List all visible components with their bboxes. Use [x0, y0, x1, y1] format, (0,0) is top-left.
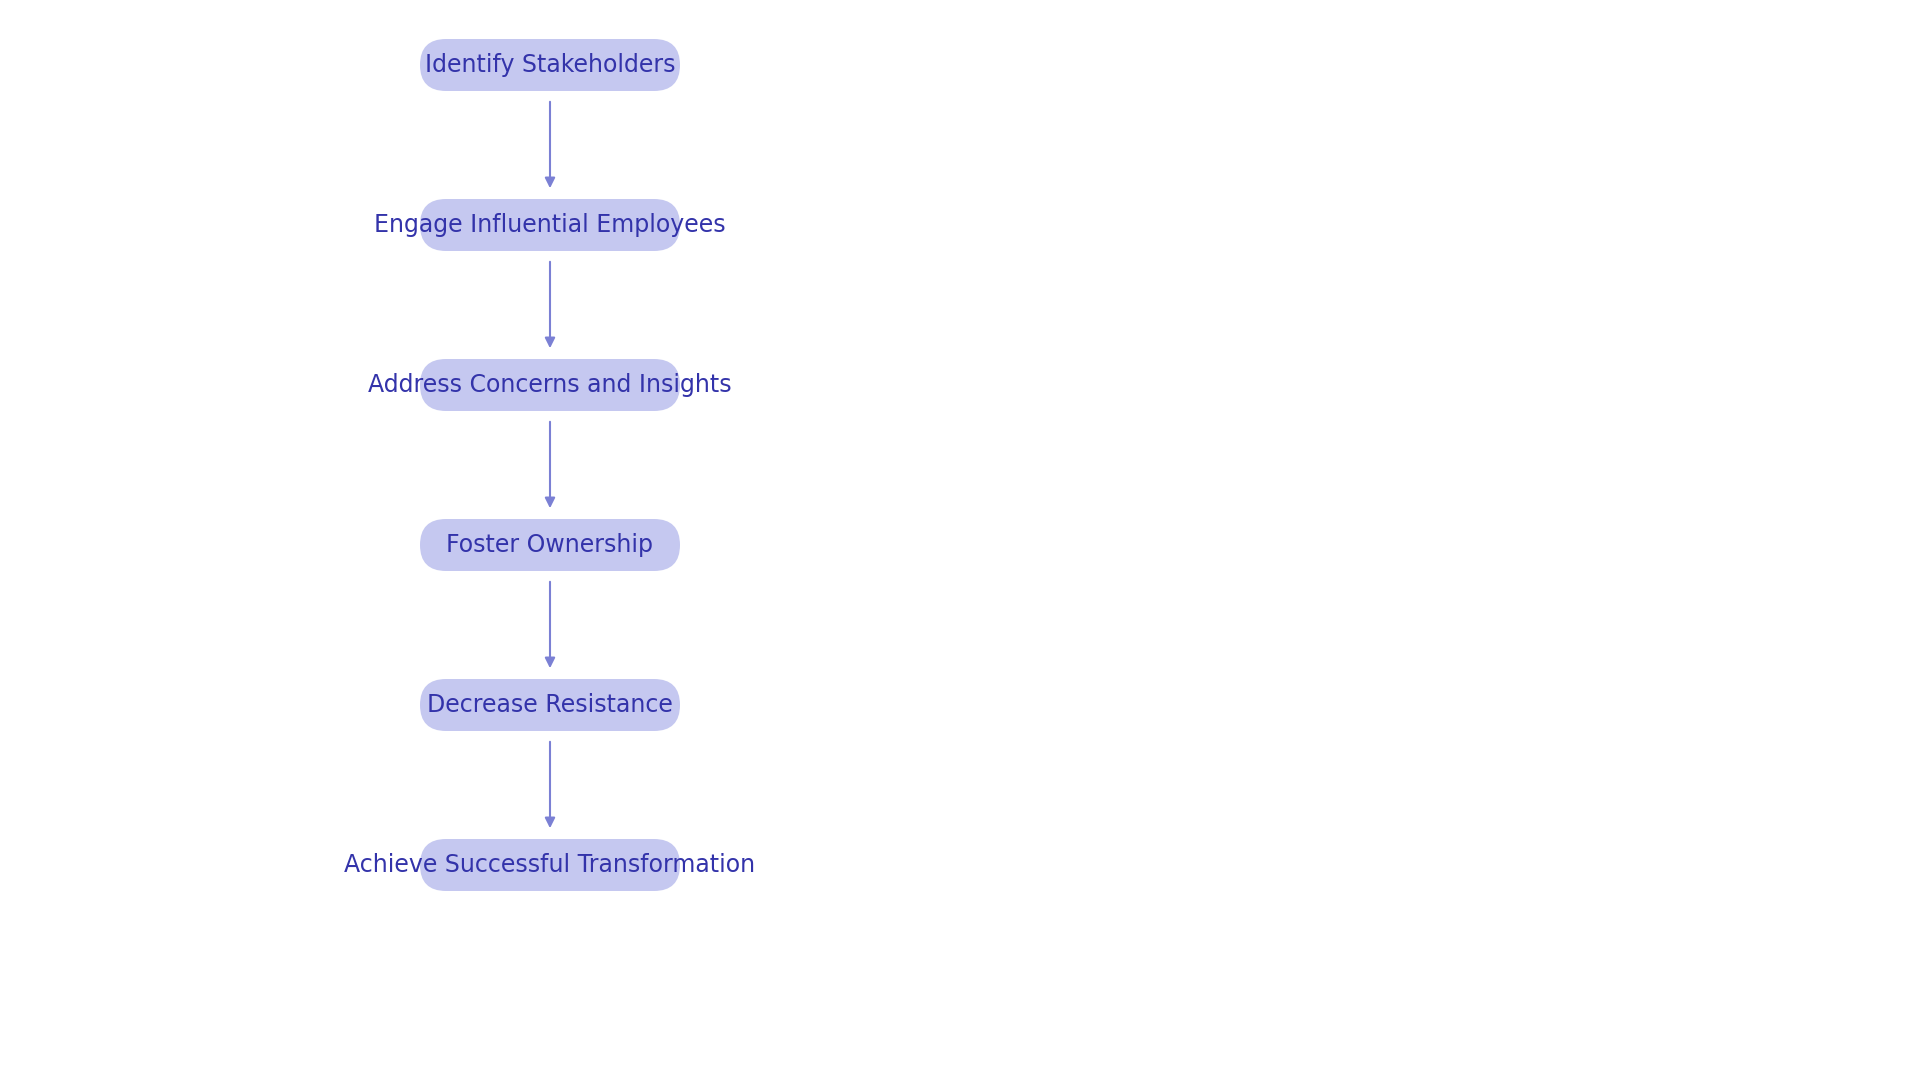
Text: Decrease Resistance: Decrease Resistance [426, 693, 672, 717]
Text: Foster Ownership: Foster Ownership [447, 533, 653, 557]
FancyBboxPatch shape [420, 839, 680, 891]
Text: Achieve Successful Transformation: Achieve Successful Transformation [344, 853, 756, 877]
FancyBboxPatch shape [420, 358, 680, 412]
FancyBboxPatch shape [420, 679, 680, 731]
FancyBboxPatch shape [420, 199, 680, 251]
Text: Address Concerns and Insights: Address Concerns and Insights [369, 373, 732, 397]
FancyBboxPatch shape [420, 519, 680, 571]
Text: Identify Stakeholders: Identify Stakeholders [424, 53, 676, 77]
Text: Engage Influential Employees: Engage Influential Employees [374, 213, 726, 237]
FancyBboxPatch shape [420, 39, 680, 91]
